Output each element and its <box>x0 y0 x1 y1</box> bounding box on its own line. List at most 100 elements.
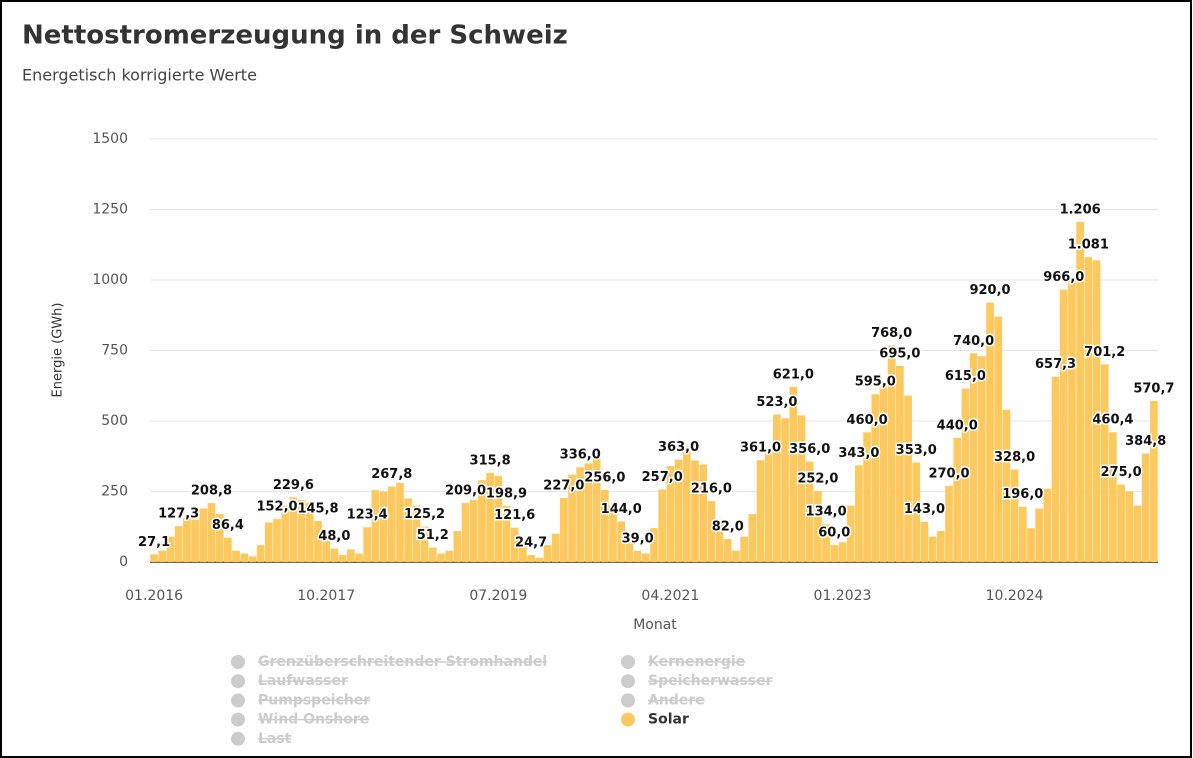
bar <box>264 522 273 562</box>
bar <box>1150 401 1158 562</box>
legend-marker <box>621 693 635 708</box>
bar <box>723 538 732 562</box>
legend-marker <box>231 655 245 669</box>
data-label: 460,0 <box>847 413 888 428</box>
y-tick-label: 0 <box>119 554 128 570</box>
bar <box>682 446 691 562</box>
legend-label: Speicherwasser <box>648 673 773 689</box>
data-label: 384,8 <box>1125 434 1166 449</box>
bar <box>650 528 658 562</box>
x-tick-label: 01.2016 <box>125 588 183 604</box>
data-label: 208,8 <box>191 484 232 499</box>
bar <box>199 508 208 562</box>
bar <box>584 463 593 562</box>
bar <box>453 530 462 562</box>
data-label: 523,0 <box>756 395 797 410</box>
bar <box>273 519 281 562</box>
bar <box>994 316 1003 562</box>
bar <box>1084 257 1093 562</box>
legend-label: Grenzüberschreitender Stromhandel <box>258 654 547 670</box>
bar <box>1109 432 1117 562</box>
data-label: 275,0 <box>1101 465 1142 480</box>
data-label: 145,8 <box>297 501 338 516</box>
bar <box>625 539 634 562</box>
bar <box>838 542 847 562</box>
bar <box>830 545 839 562</box>
y-tick-label: 1000 <box>92 272 128 288</box>
legend-marker <box>231 712 245 727</box>
bar <box>560 497 568 562</box>
bar <box>527 555 535 562</box>
bar <box>1133 505 1142 562</box>
bar <box>592 453 601 562</box>
bar <box>1027 528 1035 562</box>
bar <box>330 548 339 562</box>
bar <box>912 462 921 562</box>
bar <box>969 353 978 562</box>
bar <box>945 485 953 562</box>
bar <box>855 465 863 562</box>
legend-label: Andere <box>648 692 705 708</box>
bar <box>904 395 912 562</box>
data-label: 966,0 <box>1043 270 1084 285</box>
data-label: 134,0 <box>806 505 847 520</box>
legend-marker <box>621 712 635 727</box>
bar <box>961 388 970 562</box>
bar <box>977 356 986 562</box>
legend-marker <box>621 674 635 689</box>
bar <box>1010 469 1019 562</box>
data-label: 152,0 <box>256 500 297 515</box>
bar <box>289 497 298 562</box>
bar <box>707 501 716 562</box>
bar <box>207 503 216 562</box>
bar <box>478 480 486 562</box>
bar <box>641 553 650 562</box>
bar <box>387 486 396 562</box>
bar <box>896 366 904 562</box>
bar <box>846 505 855 562</box>
chart-subtitle: Energetisch korrigierte Werte <box>22 66 257 85</box>
bar <box>764 449 773 562</box>
data-label: 125,2 <box>404 507 445 522</box>
legend-marker <box>231 731 245 746</box>
data-label: 740,0 <box>953 334 994 349</box>
legend-marker <box>231 674 245 689</box>
bar <box>936 530 945 562</box>
bar <box>543 545 552 562</box>
bar <box>428 547 437 562</box>
bar <box>863 432 871 562</box>
bar <box>248 556 257 562</box>
x-tick-label: 07.2019 <box>469 588 527 604</box>
bar <box>502 505 511 562</box>
bar <box>1117 484 1125 562</box>
legend-marker <box>231 693 245 708</box>
bar <box>773 414 781 562</box>
y-tick-label: 1500 <box>92 131 128 147</box>
bar <box>732 550 740 562</box>
data-label: 460,4 <box>1092 413 1133 428</box>
bar <box>920 521 929 562</box>
bar <box>1051 376 1060 562</box>
data-label: 595,0 <box>855 375 896 390</box>
y-tick-label: 1250 <box>92 202 128 218</box>
bar <box>445 550 453 562</box>
data-label: 336,0 <box>560 448 601 463</box>
bar <box>240 553 249 562</box>
bar <box>166 536 175 562</box>
bar <box>1002 409 1011 562</box>
bar <box>191 519 199 562</box>
bar <box>568 474 576 562</box>
bar <box>822 524 830 562</box>
data-label: 48,0 <box>318 529 350 544</box>
bar <box>756 460 765 562</box>
data-label: 51,2 <box>417 528 449 543</box>
bar <box>797 415 806 562</box>
bar <box>715 519 724 562</box>
bar <box>1043 488 1052 562</box>
data-label: 768,0 <box>871 326 912 341</box>
x-tick-label: 10.2017 <box>297 588 355 604</box>
bar <box>224 537 232 562</box>
bar <box>699 464 708 562</box>
bar <box>1068 277 1076 562</box>
